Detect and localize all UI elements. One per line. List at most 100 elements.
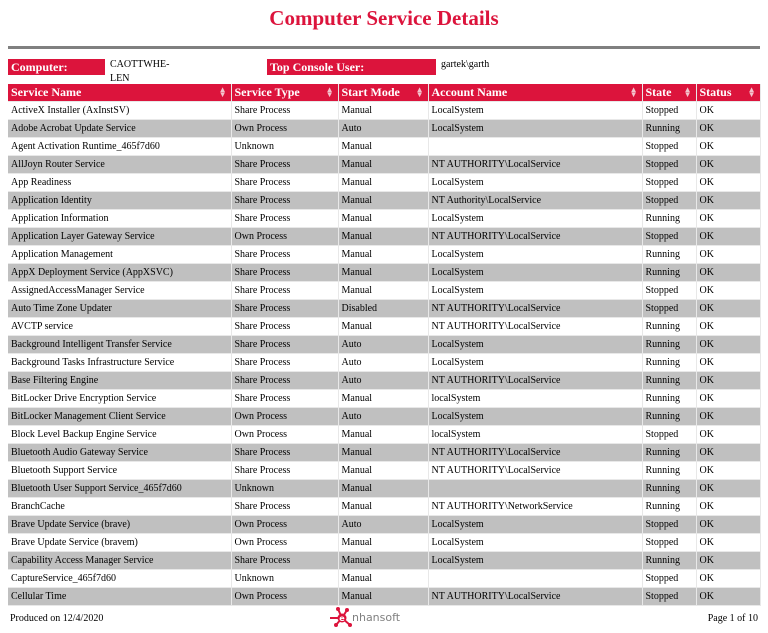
table-row: AssignedAccessManager Service Share Proce… bbox=[8, 281, 761, 300]
cell-start-mode: Manual bbox=[338, 281, 429, 300]
cell-status: OK bbox=[696, 281, 761, 300]
table-row: Capability Access Manager Service Share P… bbox=[8, 551, 761, 570]
cell-service-type: Unknown bbox=[231, 479, 339, 498]
cell-state: Stopped bbox=[642, 101, 697, 120]
cell-state: Running bbox=[642, 497, 697, 516]
cell-start-mode: Auto bbox=[338, 119, 429, 138]
cell-account-name: NT AUTHORITY\NetworkService bbox=[428, 497, 643, 516]
cell-status: OK bbox=[696, 425, 761, 444]
computer-label: Computer: bbox=[8, 59, 105, 75]
header-divider bbox=[8, 46, 760, 49]
table-row: BitLocker Management Client Service Own P… bbox=[8, 407, 761, 426]
cell-account-name: NT AUTHORITY\LocalService bbox=[428, 299, 643, 318]
cell-account-name: LocalSystem bbox=[428, 407, 643, 426]
sort-icon[interactable]: ▲ ▼ bbox=[683, 85, 692, 99]
cell-service-type: Share Process bbox=[231, 389, 339, 408]
cell-status: OK bbox=[696, 155, 761, 174]
cell-state: Stopped bbox=[642, 281, 697, 300]
cell-state: Running bbox=[642, 317, 697, 336]
table-row: Block Level Backup Engine Service Own Pro… bbox=[8, 425, 761, 444]
cell-state: Running bbox=[642, 479, 697, 498]
cell-account-name bbox=[428, 137, 643, 156]
cell-status: OK bbox=[696, 317, 761, 336]
sort-icon[interactable]: ▲ ▼ bbox=[325, 85, 334, 99]
cell-service-type: Share Process bbox=[231, 497, 339, 516]
cell-start-mode: Manual bbox=[338, 425, 429, 444]
cell-service-name: Auto Time Zone Updater bbox=[8, 299, 232, 318]
cell-start-mode: Manual bbox=[338, 551, 429, 570]
column-header-status[interactable]: Status ▲ ▼ bbox=[696, 84, 761, 102]
cell-start-mode: Manual bbox=[338, 497, 429, 516]
cell-state: Stopped bbox=[642, 155, 697, 174]
cell-service-type: Share Process bbox=[231, 245, 339, 264]
cell-start-mode: Manual bbox=[338, 587, 429, 606]
column-header-state[interactable]: State ▲ ▼ bbox=[642, 84, 697, 102]
cell-start-mode: Manual bbox=[338, 209, 429, 228]
cell-account-name bbox=[428, 569, 643, 588]
cell-start-mode: Manual bbox=[338, 443, 429, 462]
column-header-service-type[interactable]: Service Type ▲ ▼ bbox=[231, 84, 339, 102]
cell-start-mode: Manual bbox=[338, 389, 429, 408]
cell-account-name: LocalSystem bbox=[428, 551, 643, 570]
cell-status: OK bbox=[696, 479, 761, 498]
cell-service-type: Unknown bbox=[231, 569, 339, 588]
cell-state: Running bbox=[642, 443, 697, 462]
cell-state: Stopped bbox=[642, 137, 697, 156]
cell-status: OK bbox=[696, 461, 761, 480]
cell-service-name: BitLocker Management Client Service bbox=[8, 407, 232, 426]
cell-service-name: CaptureService_465f7d60 bbox=[8, 569, 232, 588]
cell-account-name: NT Authority\LocalService bbox=[428, 191, 643, 210]
cell-state: Stopped bbox=[642, 191, 697, 210]
cell-state: Stopped bbox=[642, 173, 697, 192]
cell-service-name: Base Filtering Engine bbox=[8, 371, 232, 390]
cell-service-name: AppX Deployment Service (AppXSVC) bbox=[8, 263, 232, 282]
top-console-user-label: Top Console User: bbox=[267, 59, 436, 75]
cell-service-name: AVCTP service bbox=[8, 317, 232, 336]
cell-service-type: Share Process bbox=[231, 551, 339, 570]
cell-status: OK bbox=[696, 551, 761, 570]
top-console-user-value: gartek\garth bbox=[441, 59, 490, 70]
cell-service-name: Adobe Acrobat Update Service bbox=[8, 119, 232, 138]
table-row: AVCTP service Share Process Manual NT AUTHO… bbox=[8, 317, 761, 336]
page-title: Computer Service Details bbox=[269, 6, 499, 30]
table-row: CaptureService_465f7d60 Unknown Manual Stop… bbox=[8, 569, 761, 588]
cell-service-name: Background Intelligent Transfer Service bbox=[8, 335, 232, 354]
column-header-service-name[interactable]: Service Name ▲ ▼ bbox=[8, 84, 232, 102]
cell-start-mode: Manual bbox=[338, 101, 429, 120]
cell-start-mode: Manual bbox=[338, 479, 429, 498]
cell-account-name: NT AUTHORITY\LocalService bbox=[428, 461, 643, 480]
column-header-start-mode[interactable]: Start Mode ▲ ▼ bbox=[338, 84, 429, 102]
cell-account-name: LocalSystem bbox=[428, 533, 643, 552]
table-row: BranchCache Share Process Manual NT AUTHORI… bbox=[8, 497, 761, 516]
cell-status: OK bbox=[696, 353, 761, 372]
cell-service-type: Unknown bbox=[231, 137, 339, 156]
cell-account-name: localSystem bbox=[428, 425, 643, 444]
table-row: Base Filtering Engine Share Process Auto NT… bbox=[8, 371, 761, 390]
cell-start-mode: Auto bbox=[338, 407, 429, 426]
column-header-account-name[interactable]: Account Name ▲ ▼ bbox=[428, 84, 643, 102]
cell-status: OK bbox=[696, 407, 761, 426]
sort-icon[interactable]: ▲ ▼ bbox=[415, 85, 424, 99]
cell-start-mode: Manual bbox=[338, 569, 429, 588]
sort-icon[interactable]: ▲ ▼ bbox=[218, 85, 227, 99]
cell-account-name: NT AUTHORITY\LocalService bbox=[428, 227, 643, 246]
cell-account-name: NT AUTHORITY\LocalService bbox=[428, 155, 643, 174]
sort-icon[interactable]: ▲ ▼ bbox=[629, 85, 638, 99]
cell-service-name: Brave Update Service (bravem) bbox=[8, 533, 232, 552]
cell-service-name: App Readiness bbox=[8, 173, 232, 192]
table-row: Brave Update Service (brave) Own Process A… bbox=[8, 515, 761, 534]
cell-service-type: Share Process bbox=[231, 335, 339, 354]
sort-icon[interactable]: ▲ ▼ bbox=[747, 85, 756, 99]
table-row: Application Layer Gateway Service Own Pro… bbox=[8, 227, 761, 246]
table-row: Bluetooth User Support Service_465f7d60 U… bbox=[8, 479, 761, 498]
table-row: Application Management Share Process Manua… bbox=[8, 245, 761, 264]
cell-service-name: BranchCache bbox=[8, 497, 232, 516]
cell-account-name: NT AUTHORITY\LocalService bbox=[428, 443, 643, 462]
cell-status: OK bbox=[696, 137, 761, 156]
svg-text:e: e bbox=[339, 614, 345, 623]
table-row: Cellular Time Own Process Manual NT AUTHORI… bbox=[8, 587, 761, 606]
cell-status: OK bbox=[696, 389, 761, 408]
cell-service-type: Share Process bbox=[231, 299, 339, 318]
cell-start-mode: Auto bbox=[338, 353, 429, 372]
cell-state: Stopped bbox=[642, 515, 697, 534]
